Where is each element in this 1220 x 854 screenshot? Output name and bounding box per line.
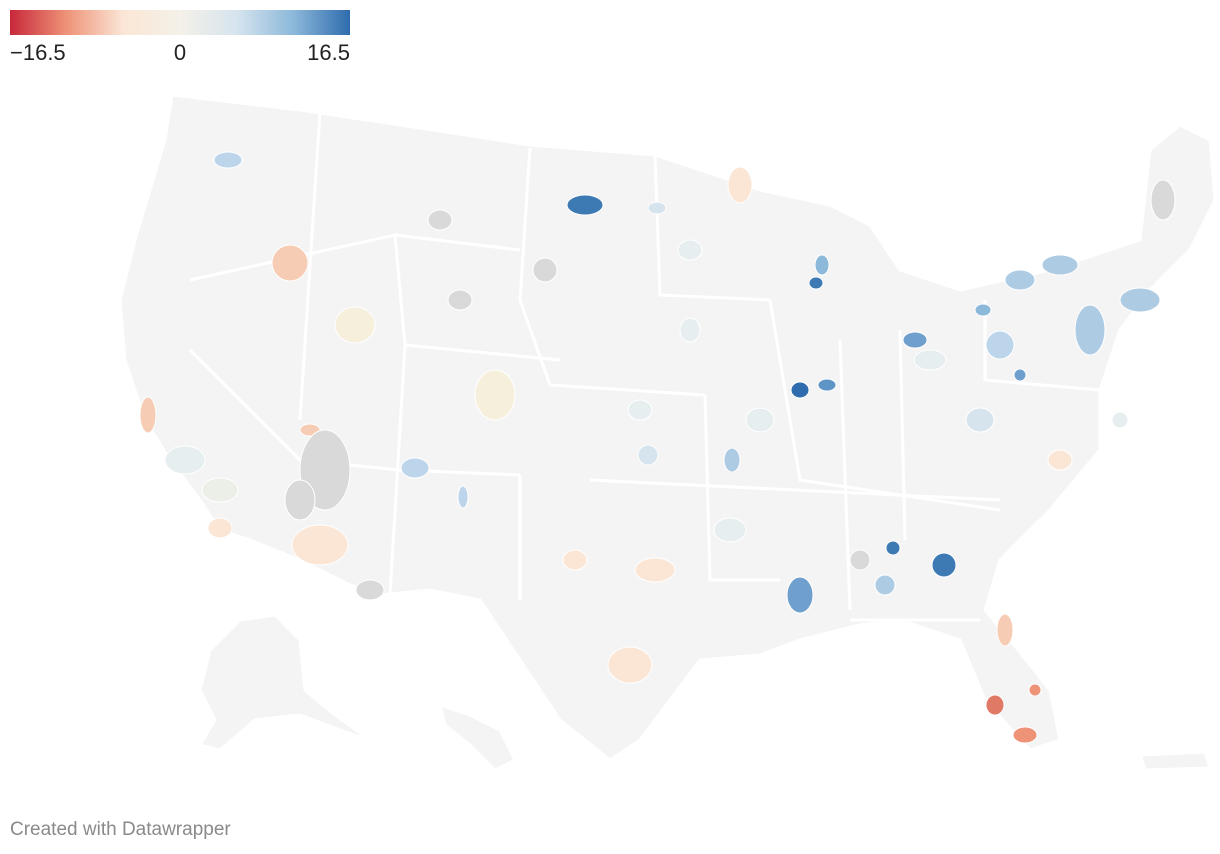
metro-region xyxy=(284,479,316,521)
metro-region xyxy=(291,524,349,566)
metro-region xyxy=(745,407,775,433)
state-border-line xyxy=(518,147,706,397)
metro-region xyxy=(885,540,901,556)
metro-region xyxy=(1013,368,1027,382)
metro-region xyxy=(817,378,837,392)
metro-region xyxy=(874,574,896,596)
metro-region xyxy=(677,239,703,261)
metro-region xyxy=(271,244,309,282)
metro-region xyxy=(985,330,1015,360)
metro-region xyxy=(566,194,604,216)
metro-region xyxy=(207,517,233,539)
metro-region xyxy=(627,399,653,421)
legend-gradient-bar xyxy=(10,10,350,35)
metro-region xyxy=(913,349,947,371)
metro-region xyxy=(965,407,995,433)
metro-region xyxy=(637,444,659,466)
legend-mid-label: 0 xyxy=(173,40,187,65)
state-border-line xyxy=(388,344,407,596)
metro-region xyxy=(634,557,676,583)
credit-text: Created with Datawrapper xyxy=(10,819,231,840)
metro-region xyxy=(974,303,992,317)
metro-region xyxy=(679,317,701,343)
legend-max-label: 16.5 xyxy=(307,40,350,65)
metro-region xyxy=(355,579,385,601)
metro-region xyxy=(164,445,206,475)
metro-region xyxy=(727,166,753,204)
metro-region xyxy=(1004,269,1036,291)
metro-region xyxy=(1111,411,1129,429)
metro-region xyxy=(474,369,516,421)
metro-region xyxy=(1012,726,1038,744)
metro-region xyxy=(1041,254,1079,276)
metro-region xyxy=(790,381,810,399)
state-border-line xyxy=(768,299,1001,512)
metro-region xyxy=(985,694,1005,716)
metro-region xyxy=(713,517,747,543)
metro-region xyxy=(139,396,157,434)
puerto-rico-land xyxy=(1138,750,1212,772)
metro-region xyxy=(1119,287,1161,313)
metro-region xyxy=(902,331,928,349)
metro-region xyxy=(786,576,814,614)
legend-min-label: −16.5 xyxy=(10,40,66,65)
metro-region xyxy=(647,201,667,215)
state-border-line xyxy=(394,233,521,252)
metro-region xyxy=(201,477,239,503)
state-border-line xyxy=(838,339,852,611)
metro-region xyxy=(1150,179,1176,221)
metro-region xyxy=(532,257,558,283)
state-border-line xyxy=(298,111,322,421)
us-metro-choropleth-map xyxy=(118,93,1217,772)
metro-region xyxy=(808,276,824,290)
metro-region xyxy=(723,447,741,473)
metro-region xyxy=(1047,449,1073,471)
metro-region xyxy=(562,549,588,571)
metro-region xyxy=(1028,683,1042,697)
metro-region xyxy=(213,151,243,169)
metro-region xyxy=(607,646,653,684)
land-layer xyxy=(118,93,1217,772)
alaska-land xyxy=(198,613,372,752)
metro-region xyxy=(1074,304,1106,356)
metro-region xyxy=(400,457,430,479)
metro-region xyxy=(334,306,376,344)
metro-region xyxy=(931,552,957,578)
metro-region xyxy=(447,289,473,311)
metro-region xyxy=(427,209,453,231)
metro-region xyxy=(849,549,871,571)
metro-region xyxy=(457,485,469,509)
metro-region xyxy=(996,613,1014,647)
metro-regions xyxy=(139,151,1176,744)
color-legend: −16.5 0 16.5 xyxy=(10,10,350,65)
metro-region xyxy=(814,254,830,276)
state-border-line xyxy=(898,329,907,541)
hawaii-land xyxy=(438,703,517,772)
state-border-line xyxy=(983,300,1101,392)
state-border-line xyxy=(703,394,780,582)
state-border-line xyxy=(589,478,1001,502)
